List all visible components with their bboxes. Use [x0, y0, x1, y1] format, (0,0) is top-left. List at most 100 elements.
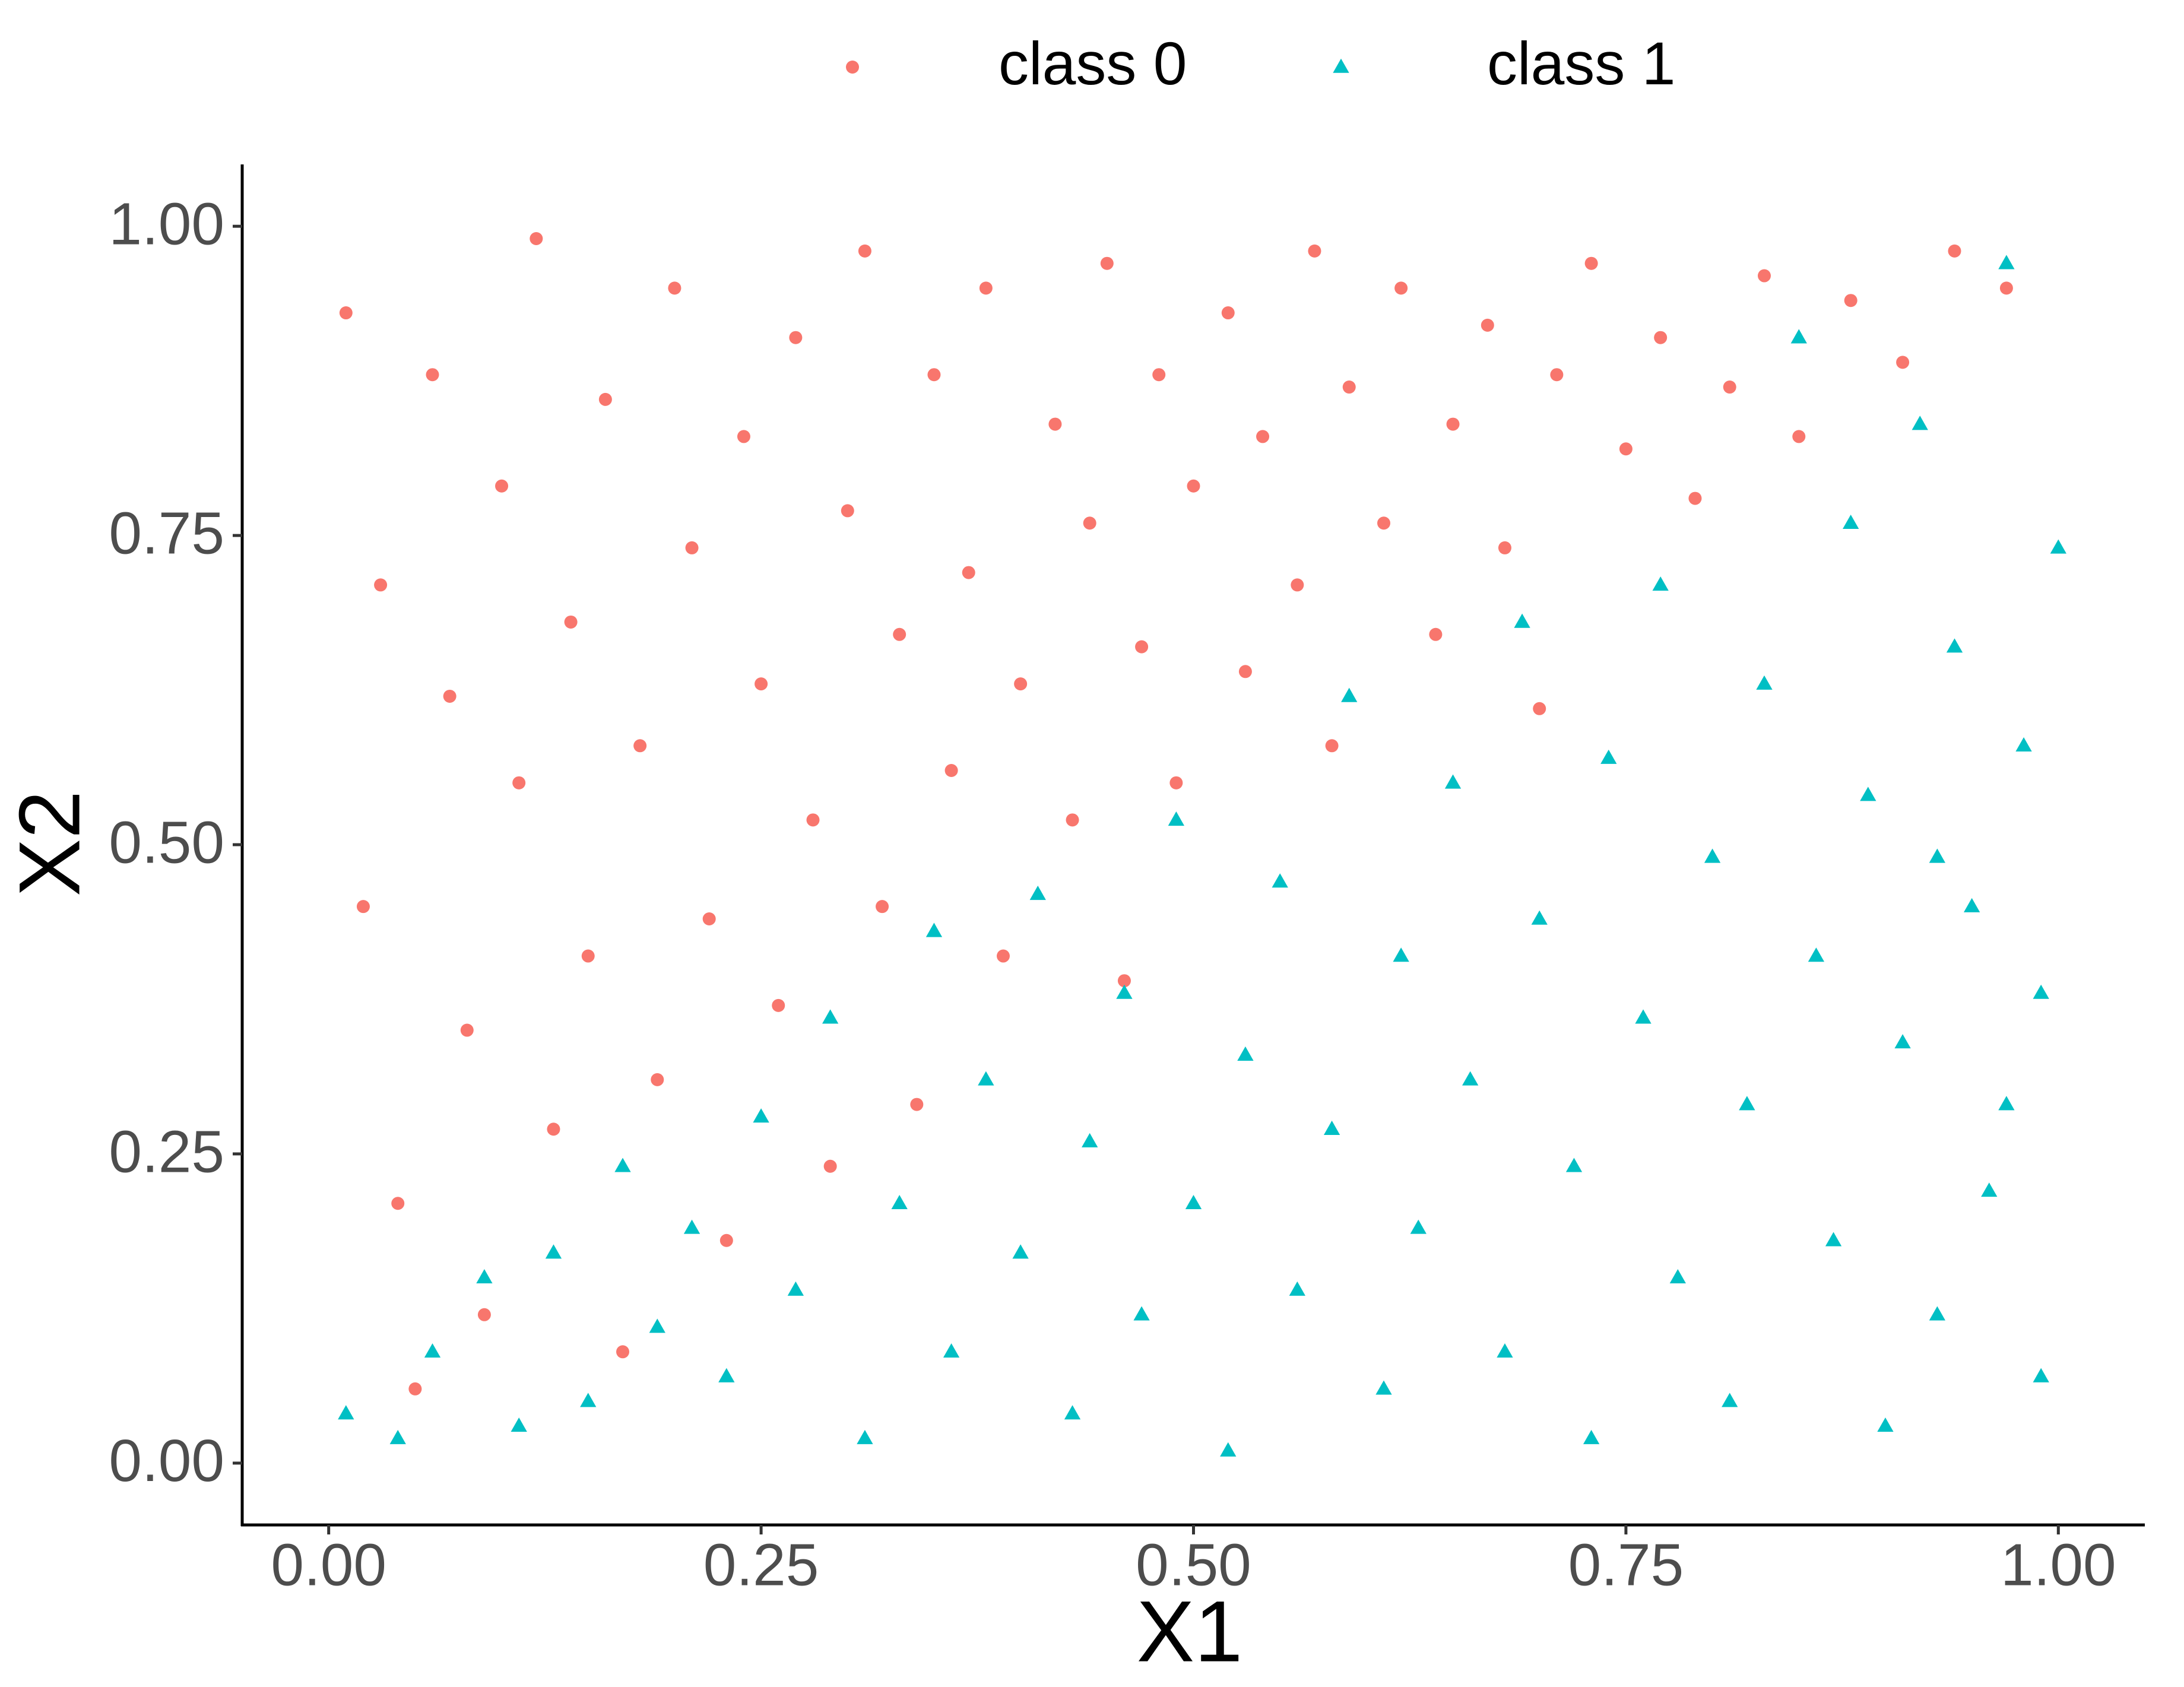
point [1600, 749, 1617, 764]
point [2050, 539, 2066, 554]
point [1860, 787, 1876, 801]
point [823, 1159, 837, 1173]
point [2033, 1368, 2049, 1382]
point [1896, 356, 1910, 369]
point [1981, 1182, 1998, 1197]
point [1550, 368, 1564, 382]
point [1894, 1034, 1911, 1049]
point [1256, 430, 1270, 443]
point [1723, 380, 1736, 394]
point [1722, 1393, 1738, 1407]
point [356, 900, 370, 914]
point [841, 504, 854, 518]
point [876, 900, 889, 914]
point [1998, 1096, 2015, 1111]
point [1289, 1281, 1305, 1296]
x-tick-label: 0.50 [1136, 1531, 1251, 1598]
point [891, 1194, 908, 1210]
x-tick-label: 0.25 [703, 1531, 819, 1598]
point [1843, 514, 1859, 529]
point [1739, 1096, 1755, 1111]
point [978, 1071, 994, 1086]
point [495, 479, 509, 493]
point [616, 1345, 629, 1359]
x-tick-label: 0.00 [271, 1531, 386, 1598]
point [1533, 702, 1546, 715]
point [1877, 1418, 1894, 1432]
point [1393, 947, 1409, 962]
point [1272, 873, 1288, 888]
point [426, 368, 439, 382]
point [1375, 1380, 1392, 1395]
point [1100, 256, 1114, 270]
point [424, 1343, 441, 1358]
point [1963, 898, 1980, 912]
point [1531, 910, 1548, 925]
point [1187, 479, 1200, 493]
point [598, 392, 612, 406]
point [1912, 416, 1928, 430]
point [477, 1308, 491, 1321]
point [1083, 516, 1096, 530]
point [1237, 1046, 1254, 1061]
point [374, 578, 388, 592]
point [1929, 1306, 1946, 1321]
point [1669, 1269, 1686, 1284]
point [1410, 1219, 1427, 1234]
point [1221, 306, 1235, 320]
point [338, 1405, 354, 1420]
point [633, 739, 647, 753]
point [944, 763, 958, 777]
point [339, 306, 353, 320]
point [718, 1368, 735, 1382]
point [511, 1418, 527, 1432]
point [564, 615, 578, 629]
point [979, 281, 993, 295]
point [1565, 1158, 1583, 1172]
point [1116, 984, 1133, 999]
point [857, 1429, 873, 1444]
point [547, 1122, 560, 1136]
x-tick-label: 0.75 [1568, 1531, 1684, 1598]
point [1342, 380, 1356, 394]
point [1325, 739, 1339, 753]
y-axis-title: X2 [1, 791, 98, 897]
point [719, 1233, 733, 1247]
point [1652, 576, 1669, 591]
point [1117, 974, 1131, 988]
point [530, 232, 543, 246]
point [1323, 1120, 1340, 1135]
point [1844, 294, 1857, 307]
point [1135, 640, 1149, 654]
point [1168, 811, 1185, 826]
point [1825, 1232, 1842, 1247]
point [787, 1281, 804, 1296]
point [1444, 774, 1462, 789]
point [389, 1429, 406, 1444]
point [581, 949, 595, 963]
point [789, 331, 803, 344]
point [702, 912, 716, 926]
point [1066, 813, 1079, 827]
point [1481, 318, 1494, 332]
point [1341, 687, 1358, 702]
point [1999, 281, 2013, 295]
point [1012, 1244, 1029, 1259]
point [1446, 417, 1460, 431]
point [1082, 1133, 1098, 1147]
point [858, 244, 871, 258]
legend-label: class 0 [999, 30, 1187, 97]
point [925, 922, 943, 937]
point [614, 1158, 631, 1172]
point [1152, 368, 1166, 382]
y-tick-label: 0.50 [109, 809, 224, 876]
point [753, 1108, 769, 1123]
point [683, 1219, 700, 1234]
legend-marker [1333, 58, 1349, 73]
point [2033, 984, 2049, 999]
point [1014, 677, 1028, 691]
point [1377, 516, 1390, 530]
point [1498, 541, 1511, 554]
point [1394, 281, 1408, 295]
